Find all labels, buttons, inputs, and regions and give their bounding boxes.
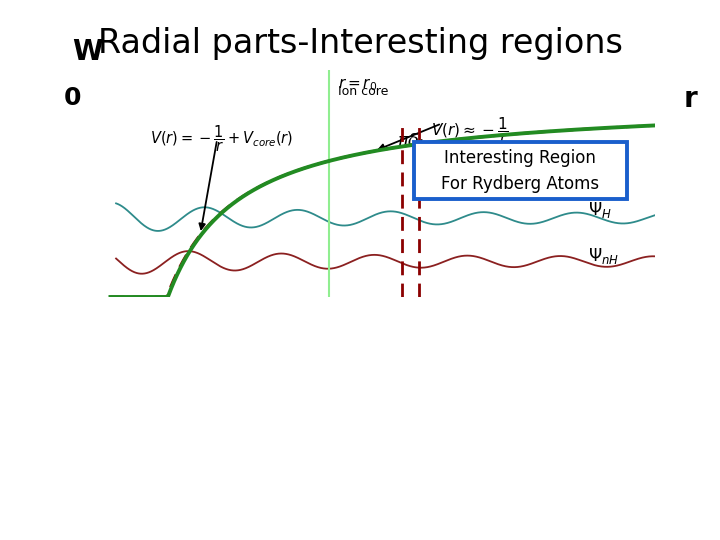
Text: 0: 0 xyxy=(64,86,81,110)
Text: r: r xyxy=(683,85,697,113)
Text: $\Psi_{nH}$: $\Psi_{nH}$ xyxy=(588,246,619,266)
Text: $r=r_0$: $r=r_0$ xyxy=(338,76,377,93)
Text: Ion core: Ion core xyxy=(338,85,388,98)
Text: $\pi\delta_l$: $\pi\delta_l$ xyxy=(397,131,425,151)
Text: $\Psi_H$: $\Psi_H$ xyxy=(588,200,611,220)
Text: $V(r)\approx-\dfrac{1}{r}$: $V(r)\approx-\dfrac{1}{r}$ xyxy=(431,116,508,146)
FancyBboxPatch shape xyxy=(414,142,627,199)
Text: W: W xyxy=(73,38,103,66)
Text: Interesting Region
For Rydberg Atoms: Interesting Region For Rydberg Atoms xyxy=(441,148,600,193)
Text: Radial parts-Interesting regions: Radial parts-Interesting regions xyxy=(98,27,622,60)
Text: $V(r)=-\dfrac{1}{r}+V_{core}(r)$: $V(r)=-\dfrac{1}{r}+V_{core}(r)$ xyxy=(150,124,293,154)
